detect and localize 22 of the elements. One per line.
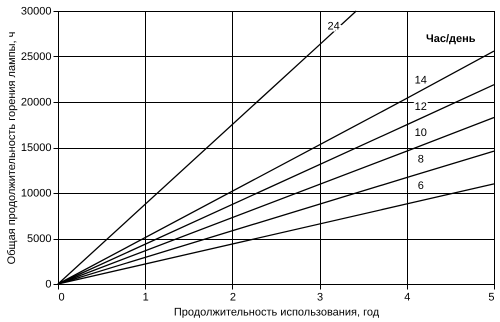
- y-tick-label: 30000: [20, 6, 52, 18]
- y-tick-label: 20000: [20, 96, 52, 108]
- x-tick-label: 5: [488, 292, 494, 304]
- x-tick-label: 4: [404, 292, 410, 304]
- y-tick-label: 0: [45, 278, 52, 290]
- series-label: 10: [414, 127, 427, 140]
- x-tick-label: 3: [317, 292, 324, 304]
- x-tick-label: 0: [58, 292, 65, 304]
- series-label: 14: [414, 74, 427, 86]
- series-label: 6: [418, 180, 424, 192]
- y-tick-label: 15000: [20, 142, 52, 154]
- x-tick-label: 1: [142, 292, 149, 304]
- y-tick-label: 25000: [20, 51, 52, 63]
- series-label: 12: [414, 100, 427, 113]
- legend-title: Час/день: [426, 33, 476, 45]
- x-axis-title: Продолжительность использования, год: [174, 306, 380, 318]
- series-label: 24: [327, 20, 340, 33]
- x-tick-label: 2: [230, 292, 236, 304]
- series-label: 8: [418, 154, 424, 166]
- y-tick-label: 10000: [20, 188, 52, 200]
- y-axis-title: Общая продолжительность горения лампы, ч: [6, 32, 18, 264]
- y-tick-label: 5000: [27, 233, 52, 245]
